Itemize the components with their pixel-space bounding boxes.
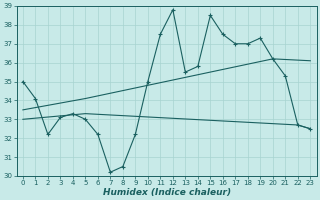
X-axis label: Humidex (Indice chaleur): Humidex (Indice chaleur) [102, 188, 231, 197]
